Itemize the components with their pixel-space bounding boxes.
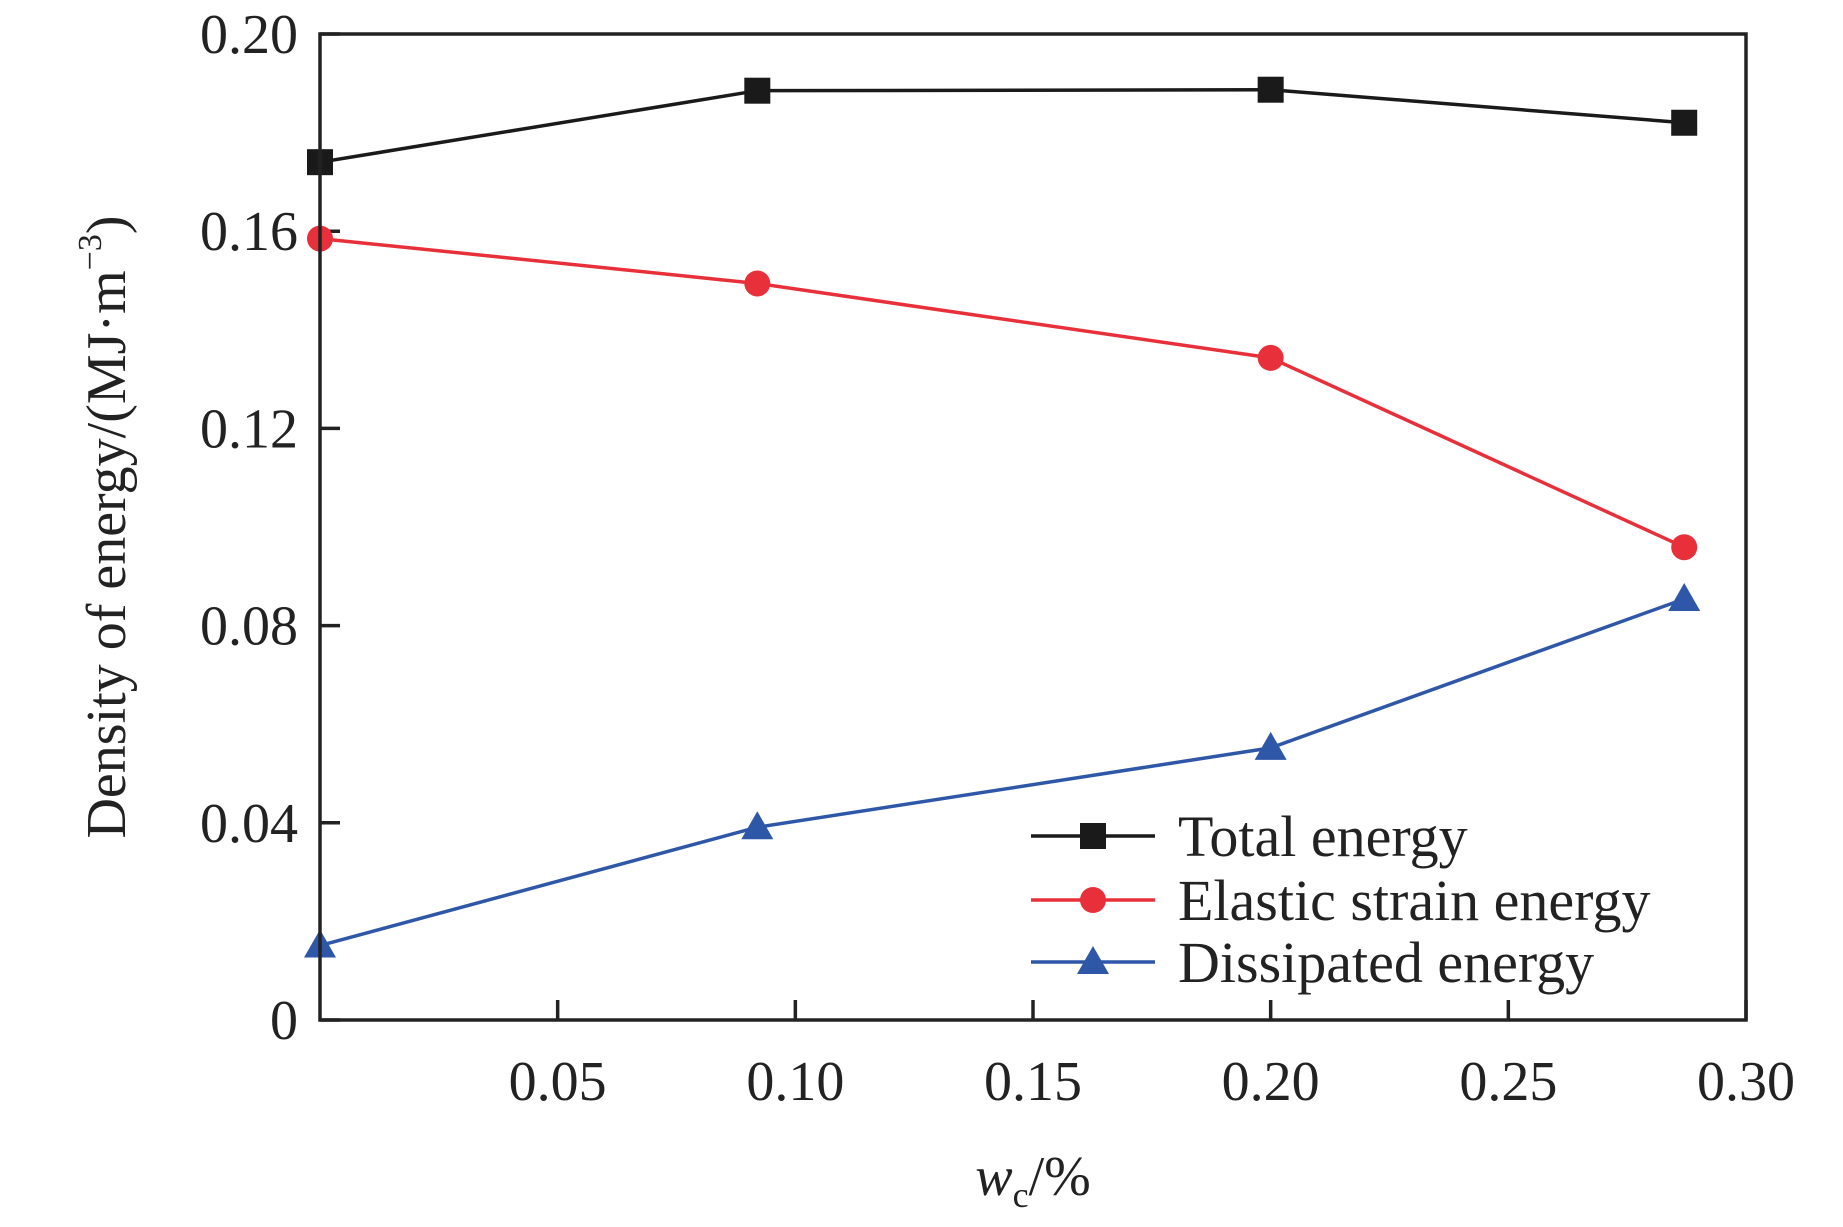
- y-tick-label: 0.20: [200, 4, 298, 66]
- data-point-square: [1257, 76, 1284, 103]
- data-point-triangle: [741, 811, 774, 840]
- legend-label: Elastic strain energy: [1178, 868, 1650, 933]
- data-point-circle: [1257, 344, 1284, 371]
- y-tick-label: 0.12: [200, 398, 298, 460]
- x-tick-label: 0.25: [1459, 1051, 1557, 1113]
- data-point-triangle: [1254, 731, 1287, 760]
- series-total-energy: [307, 76, 1698, 176]
- y-axis-label: Density of energy/(MJ·m−3): [72, 215, 138, 838]
- series-line: [319, 236, 1685, 549]
- y-tick-label: 0: [270, 990, 298, 1052]
- y-tick-label: 0.04: [200, 793, 298, 855]
- data-point-square: [1671, 109, 1698, 136]
- legend-marker-circle: [1080, 887, 1106, 913]
- data-point-triangle: [1668, 582, 1701, 611]
- legend-marker-square: [1080, 823, 1106, 849]
- data-point-square: [744, 77, 771, 104]
- x-axis-label: wc/%: [975, 1146, 1091, 1215]
- legend-label: Dissipated energy: [1178, 930, 1594, 995]
- y-axis-label-superscript: −3: [72, 234, 109, 270]
- series-line: [319, 597, 1685, 948]
- legend-item-elastic-strain-energy: Elastic strain energy: [1031, 868, 1650, 933]
- x-tick-label: 0.20: [1222, 1051, 1320, 1113]
- legend-marker-triangle: [1077, 946, 1109, 974]
- x-tick-label: 0.05: [509, 1051, 607, 1113]
- legend-item-dissipated-energy: Dissipated energy: [1031, 930, 1594, 995]
- data-point-circle: [1671, 534, 1698, 561]
- legend-label: Total energy: [1178, 804, 1468, 869]
- y-tick-label: 0.08: [200, 596, 298, 658]
- x-tick-label: 0.30: [1697, 1051, 1795, 1113]
- series-elastic-strain-energy: [307, 225, 1698, 561]
- plot-frame: [318, 32, 1748, 1022]
- data-point-circle: [744, 270, 771, 297]
- series-line: [319, 87, 1685, 164]
- x-tick-label: 0.15: [984, 1051, 1082, 1113]
- x-tick-label: 0.10: [746, 1051, 844, 1113]
- series-dissipated-energy: [304, 582, 1701, 958]
- legend-item-total-energy: Total energy: [1031, 804, 1468, 869]
- y-tick-label: 0.16: [200, 201, 298, 263]
